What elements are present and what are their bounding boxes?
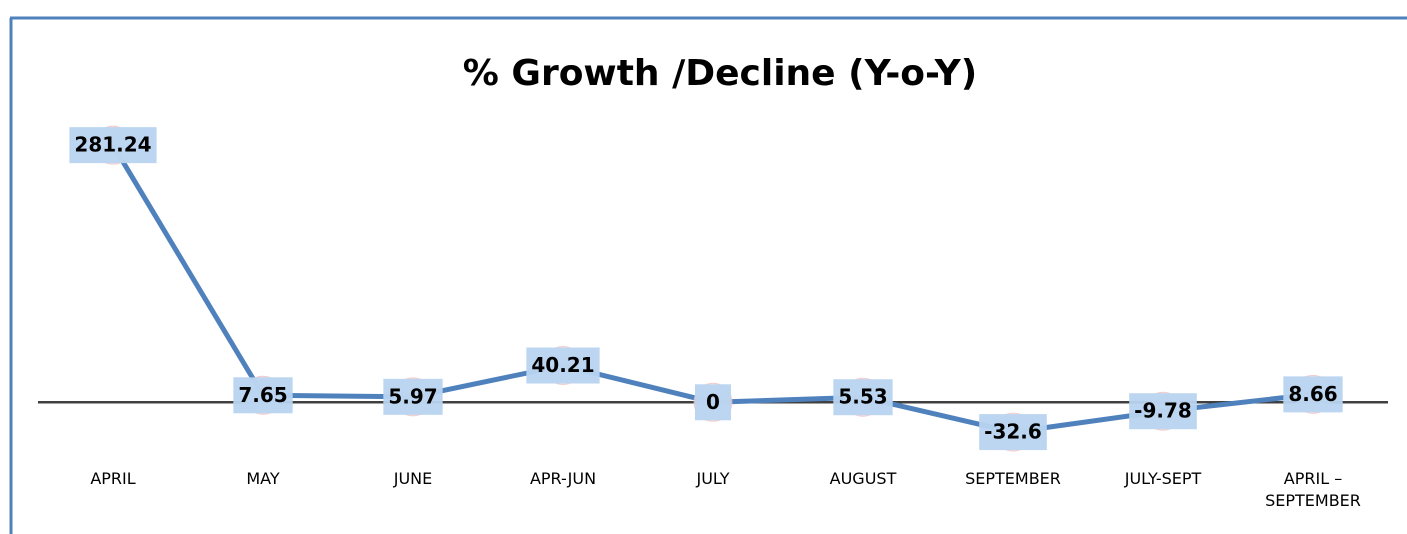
- x-tick-label: JUNE: [393, 469, 433, 488]
- data-label: 5.53: [838, 385, 887, 409]
- data-label: 40.21: [531, 353, 594, 377]
- label-box: [1129, 393, 1197, 430]
- label-box: [979, 414, 1047, 451]
- x-tick-label: JULY: [696, 469, 730, 488]
- x-tick-label: MAY: [246, 469, 280, 488]
- x-tick-label: JULY-SEPT: [1124, 469, 1202, 488]
- x-tick-label: APRIL: [90, 469, 136, 488]
- x-tick-label: APRIL – SEPTEMBER: [1265, 469, 1361, 510]
- data-label: 0: [706, 390, 720, 414]
- label-box: [69, 127, 157, 164]
- data-label: -9.78: [1134, 399, 1192, 423]
- label-box: [526, 347, 600, 384]
- data-label: -32.6: [984, 420, 1042, 444]
- x-tick-label: SEPTEMBER: [965, 469, 1061, 488]
- label-box: [383, 378, 443, 415]
- label-box: [1283, 376, 1343, 413]
- x-tick-label: AUGUST: [829, 469, 897, 488]
- data-label: 5.97: [388, 384, 437, 408]
- data-label: 7.65: [238, 383, 287, 407]
- label-box: [233, 377, 293, 414]
- data-label: 281.24: [74, 133, 151, 157]
- chart-title: % Growth /Decline (Y-o-Y): [463, 53, 977, 94]
- label-box: [833, 379, 893, 416]
- x-tick-label: APR-JUN: [529, 469, 597, 488]
- data-label: 8.66: [1288, 382, 1337, 406]
- label-box: [695, 384, 731, 421]
